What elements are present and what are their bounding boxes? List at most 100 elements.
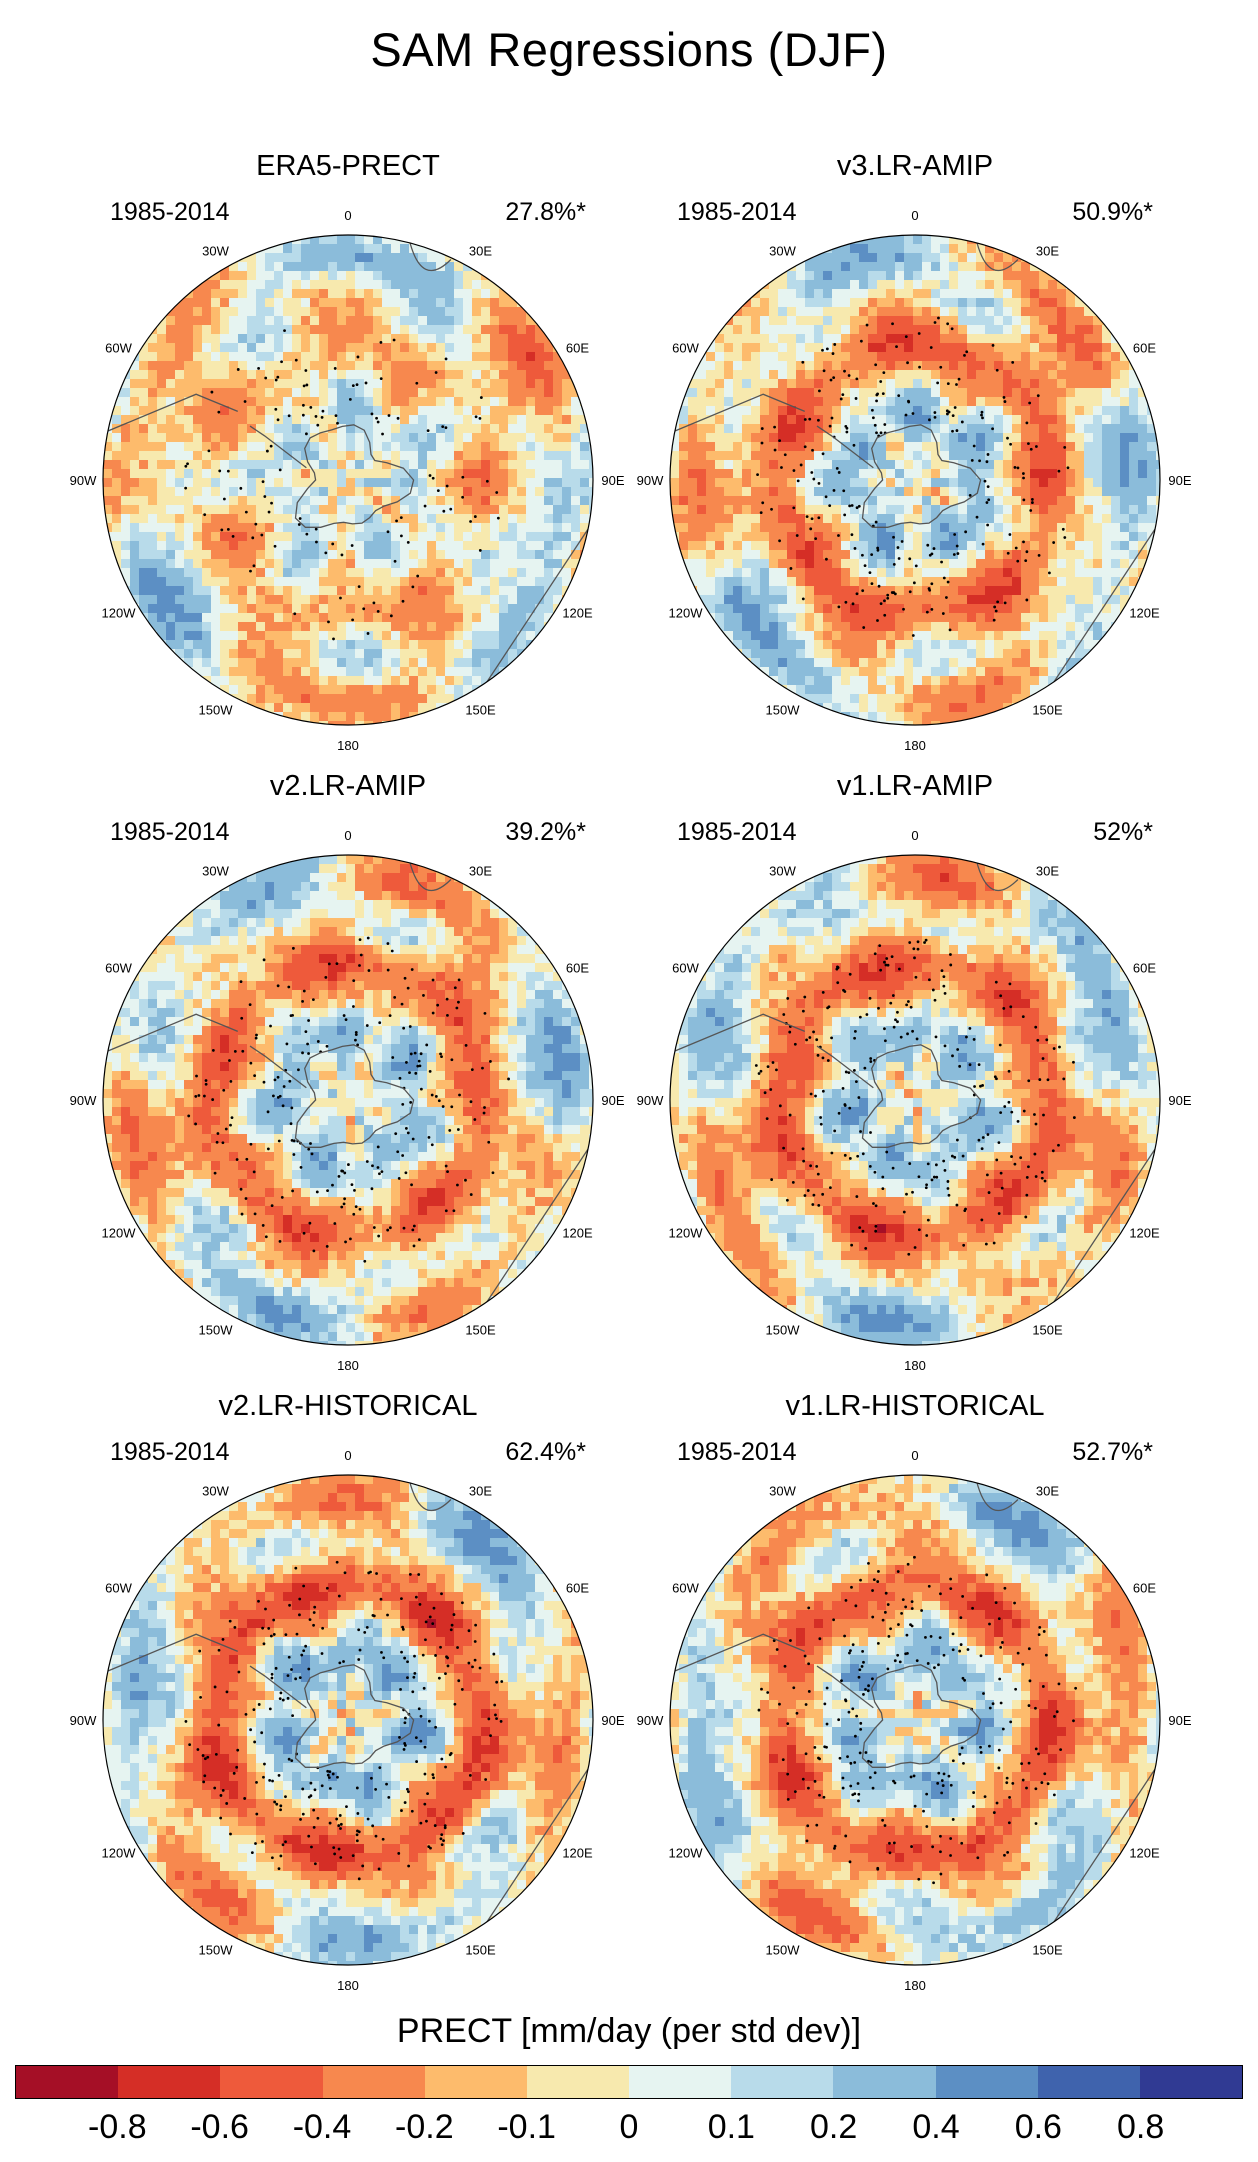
longitude-label: 0: [344, 1448, 351, 1463]
longitude-label: 150E: [1032, 703, 1063, 718]
longitude-label: 150E: [465, 1323, 496, 1338]
longitude-label: 90E: [1168, 1093, 1191, 1108]
longitude-label: 30E: [469, 1484, 492, 1499]
longitude-label: 120E: [1129, 606, 1160, 621]
colorbar-tick-label: -0.4: [292, 2108, 352, 2146]
coastline: [294, 1044, 415, 1148]
longitude-label: 60W: [105, 341, 132, 356]
colorbar-segment: [220, 2066, 323, 2098]
longitude-label: 150W: [766, 703, 801, 718]
longitude-label: 90W: [70, 1093, 97, 1108]
longitude-label: 60E: [1133, 961, 1156, 976]
polar-map: 0 30E 60E 90E 120E 150E 180 150W 120W 90W 60W 30W: [70, 208, 625, 750]
longitude-label: 60W: [672, 341, 699, 356]
period-label: 1985-2014: [677, 1438, 797, 1466]
colorbar-segment: [322, 2066, 425, 2098]
longitude-label: 120W: [669, 1846, 704, 1861]
longitude-label: 90E: [601, 473, 624, 488]
longitude-label: 120E: [1129, 1226, 1160, 1241]
longitude-label: 120W: [102, 606, 137, 621]
colorbar-segment: [1037, 2066, 1140, 2098]
longitude-label: 150W: [199, 1943, 234, 1958]
colorbar-segment: [424, 2066, 527, 2098]
polar-map: 0 30E 60E 90E 120E 150E 180 150W 120W 90W 60W 30W: [637, 1448, 1192, 1990]
longitude-label: 90E: [601, 1093, 624, 1108]
longitude-label: 180: [337, 738, 359, 750]
map-panel-era5: ERA5-PRECT 1985-2014 27.8%* 0 30E 60E 90E 12…: [68, 150, 628, 750]
longitude-label: 180: [337, 1978, 359, 1990]
longitude-label: 120E: [1129, 1846, 1160, 1861]
longitude-label: 60E: [566, 341, 589, 356]
significance-stippling: [757, 1555, 1078, 1885]
map-panel-v1-lr-historical: v1.LR-HISTORICAL 1985-2014 52.7%* 0 30E 60…: [635, 1390, 1195, 1990]
precip-field: [103, 235, 593, 725]
longitude-label: 90E: [1168, 473, 1191, 488]
colorbar-segment: [526, 2066, 630, 2098]
longitude-label: 150W: [199, 703, 234, 718]
colorbar-tick-label: 0.2: [810, 2108, 858, 2146]
map-boundary: [102, 1474, 594, 1966]
colorbar-tick-label: -0.8: [88, 2108, 147, 2146]
longitude-label: 180: [337, 1358, 359, 1370]
longitude-label: 60W: [105, 961, 132, 976]
period-label: 1985-2014: [677, 198, 797, 226]
precip-field: [670, 235, 1160, 725]
coastline: [861, 1044, 982, 1148]
longitude-label: 120W: [669, 606, 704, 621]
polar-map: 0 30E 60E 90E 120E 150E 180 150W 120W 90W 60W 30W: [70, 828, 625, 1370]
pattern-correlation-label: 52.7%*: [1072, 1438, 1153, 1466]
period-label: 1985-2014: [677, 818, 797, 846]
longitude-label: 150W: [766, 1943, 801, 1958]
coastline: [294, 424, 415, 528]
longitude-label: 150E: [465, 703, 496, 718]
polar-map: 0 30E 60E 90E 120E 150E 180 150W 120W 90W 60W 30W: [637, 208, 1192, 750]
longitude-label: 180: [904, 738, 926, 750]
colorbar-tick-label: -0.6: [190, 2108, 249, 2146]
longitude-label: 90W: [637, 473, 664, 488]
precip-field: [670, 855, 1160, 1345]
longitude-label: 60W: [105, 1581, 132, 1596]
longitude-label: 90W: [637, 1093, 664, 1108]
longitude-label: 150E: [1032, 1323, 1063, 1338]
period-label: 1985-2014: [110, 818, 230, 846]
longitude-label: 60E: [1133, 1581, 1156, 1596]
longitude-label: 30W: [769, 244, 796, 259]
map-panel-v3-lr-amip: v3.LR-AMIP 1985-2014 50.9%* 0 30E 60E 90E 12…: [635, 150, 1195, 750]
longitude-label: 30E: [469, 244, 492, 259]
map-boundary: [669, 854, 1161, 1346]
map-boundary: [102, 854, 594, 1346]
longitude-label: 60E: [566, 1581, 589, 1596]
longitude-label: 30W: [202, 864, 229, 879]
precip-field: [103, 855, 593, 1345]
longitude-label: 0: [344, 208, 351, 223]
longitude-label: 90E: [601, 1713, 624, 1728]
map-panel-v2-lr-historical: v2.LR-HISTORICAL 1985-2014 62.4%* 0 30E 60…: [68, 1390, 628, 1990]
panel-title: ERA5-PRECT: [256, 150, 440, 182]
colorbar-tick-label: 0.4: [912, 2108, 960, 2146]
significance-stippling: [754, 938, 1076, 1256]
longitude-label: 180: [904, 1358, 926, 1370]
colorbar-segment: [833, 2066, 936, 2098]
period-label: 1985-2014: [110, 198, 230, 226]
panel-title: v1.LR-AMIP: [836, 770, 994, 802]
colorbar-title: PRECT [mm/day (per std dev)]: [396, 2012, 862, 2050]
colorbar-segment: [1139, 2066, 1243, 2098]
coastline: [861, 424, 982, 528]
longitude-label: 150E: [1032, 1943, 1063, 1958]
longitude-label: 30W: [202, 244, 229, 259]
longitude-label: 120E: [562, 606, 593, 621]
coastline: [294, 1664, 415, 1768]
colorbar-tick-labels: -0.8 -0.6 -0.4 -0.2 -0.1 0 0.1 0.2 0.4 0.6 0.8: [0, 2108, 1258, 2152]
colorbar-tick-label: -0.1: [497, 2108, 556, 2146]
map-panel-v1-lr-amip: v1.LR-AMIP 1985-2014 52%* 0 30E 60E 90E 120E…: [635, 770, 1195, 1370]
map-boundary: [669, 1474, 1161, 1966]
colorbar: [15, 2065, 1243, 2099]
longitude-label: 30E: [1036, 864, 1059, 879]
panel-title: v2.LR-HISTORICAL: [218, 1390, 478, 1422]
longitude-label: 150E: [465, 1943, 496, 1958]
pattern-correlation-label: 50.9%*: [1072, 198, 1153, 226]
longitude-label: 120W: [102, 1226, 137, 1241]
colorbar-tick-label: 0: [619, 2108, 639, 2146]
longitude-label: 30W: [769, 864, 796, 879]
longitude-label: 0: [911, 208, 918, 223]
